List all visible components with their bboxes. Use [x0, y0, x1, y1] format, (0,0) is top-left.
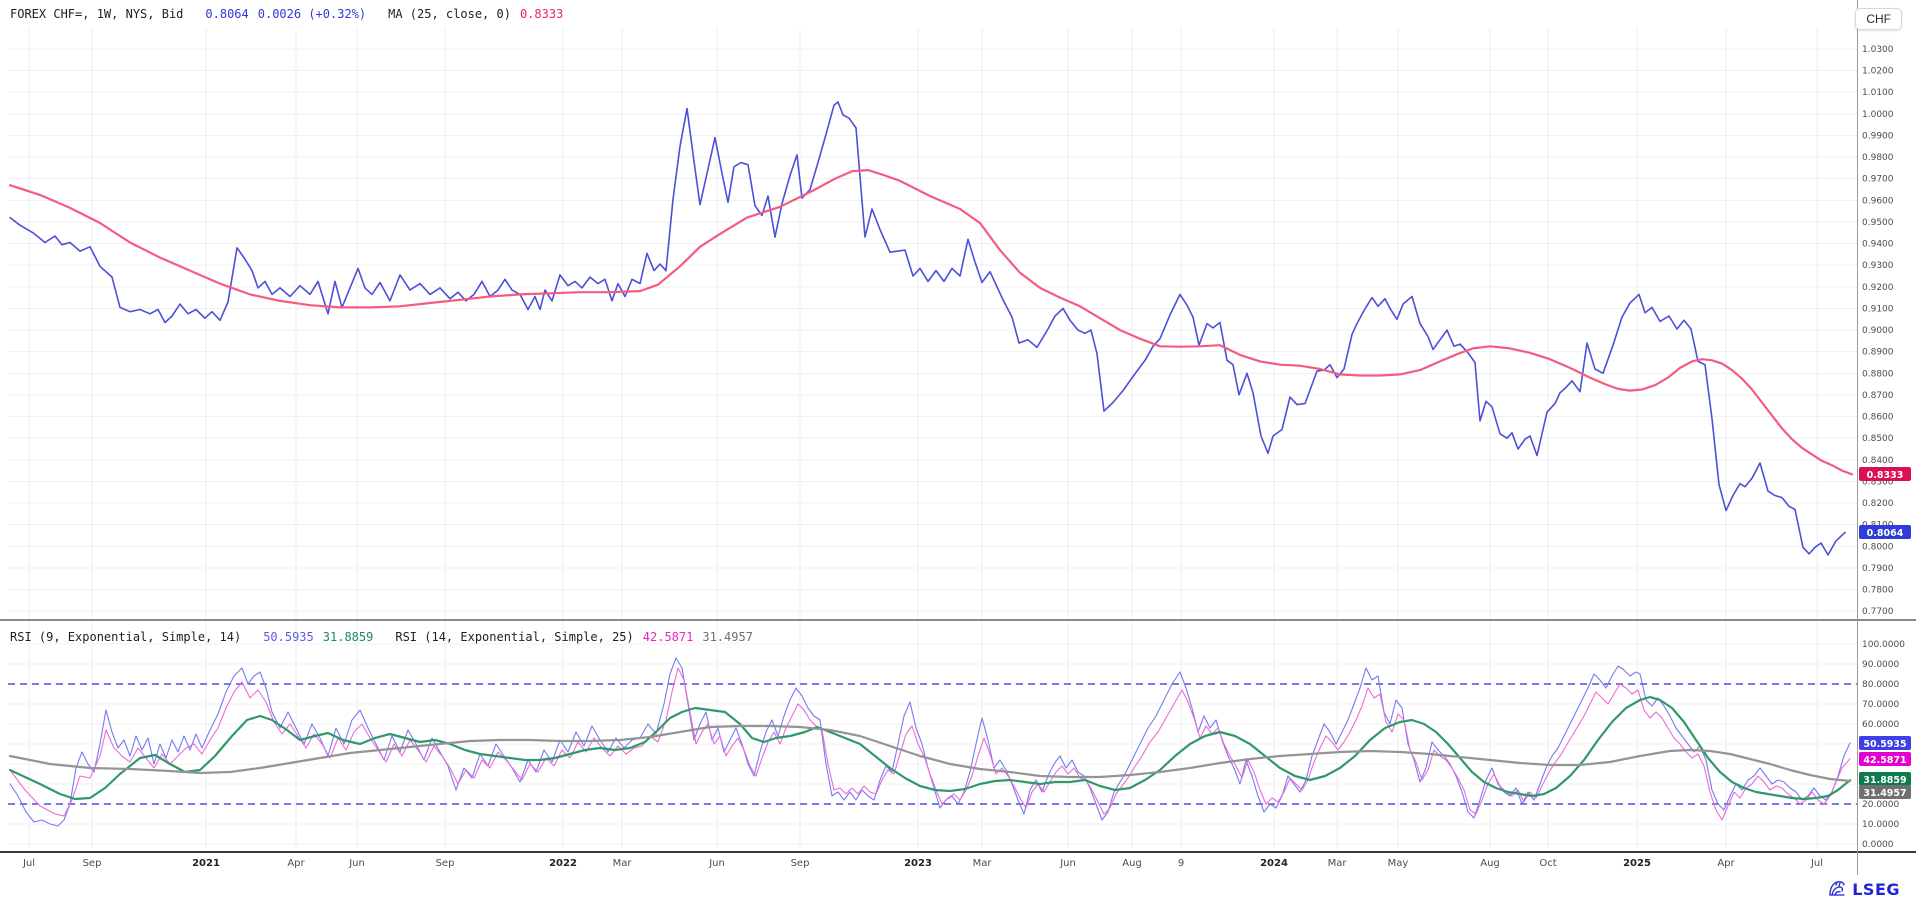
- time-axis-label: May: [1388, 858, 1409, 869]
- price-axis-label: 0.8800: [1862, 369, 1894, 379]
- currency-button[interactable]: CHF: [1855, 8, 1902, 30]
- price-axis-label: 0.8700: [1862, 391, 1894, 401]
- lseg-emblem-icon: [1829, 881, 1845, 896]
- price-axis-label: 0.9500: [1862, 218, 1894, 228]
- rsi-axis-label: 90.0000: [1862, 660, 1899, 670]
- time-axis-label: 2023: [904, 858, 932, 869]
- lseg-wordmark: LSEG: [1852, 879, 1900, 899]
- rsi1-signal-badge: [1859, 772, 1911, 786]
- rsi-axis-label: 20.0000: [1862, 800, 1899, 810]
- ma-badge: [1859, 467, 1911, 481]
- rsi-axis-label: 70.0000: [1862, 700, 1899, 710]
- time-axis-label: Mar: [613, 858, 633, 869]
- price-axis-label: 0.7800: [1862, 586, 1894, 596]
- rsi2-signal-value: 31.4957: [702, 630, 753, 644]
- rsi9_signal-line: [8, 695, 1852, 801]
- time-axis-label: Mar: [1328, 858, 1348, 869]
- price-axis-label: 1.0000: [1862, 110, 1894, 120]
- price-axis-label: 0.9000: [1862, 326, 1894, 336]
- price-axis-label: 0.8400: [1862, 456, 1894, 466]
- rsi1-value: 50.5935: [263, 630, 314, 644]
- rsi-axis-label: 0.0000: [1862, 840, 1894, 850]
- price-axis-label: 0.9800: [1862, 153, 1894, 163]
- price-axis-label: 0.9100: [1862, 304, 1894, 314]
- rsi14-line: [9, 667, 1851, 821]
- price-axis-label: 0.8900: [1862, 348, 1894, 358]
- time-axis-label: Jun: [348, 858, 365, 869]
- last-price-badge-text: 0.8064: [1867, 528, 1904, 539]
- instrument-title: FOREX CHF=, 1W, NYS, Bid: [10, 7, 184, 21]
- rsi-axis-label: 60.0000: [1862, 720, 1899, 730]
- price-axis-label: 1.0100: [1862, 88, 1894, 98]
- time-axis-label: Jun: [1059, 858, 1076, 869]
- price-axis-label: 0.8000: [1862, 542, 1894, 552]
- price-axis-label: 0.7700: [1862, 607, 1894, 617]
- rsi2-badge-text: 42.5871: [1863, 755, 1906, 766]
- ma25-line: [8, 169, 1854, 476]
- rsi14_signal-line: [8, 724, 1852, 783]
- time-axis-label: Sep: [791, 858, 810, 869]
- rsi-axis-label: 80.0000: [1862, 680, 1899, 690]
- time-axis-label: Aug: [1122, 858, 1142, 869]
- time-axis-label: 2024: [1260, 858, 1288, 869]
- rsi2-signal-badge-text: 31.4957: [1863, 788, 1906, 799]
- price-axis-label: 0.8200: [1862, 499, 1894, 509]
- rsi9-line: [9, 657, 1851, 827]
- rsi1-signal-value: 31.8859: [322, 630, 374, 644]
- time-axis-label: Sep: [436, 858, 455, 869]
- main-legend[interactable]: FOREX CHF=, 1W, NYS, Bid 0.8064 0.0026 (+0…: [10, 7, 572, 21]
- time-axis-label: Mar: [973, 858, 993, 869]
- rsi2-badge: [1859, 752, 1911, 766]
- price-axis-label: 0.8300: [1862, 477, 1894, 487]
- price-change: 0.0026 (+0.32%): [257, 7, 367, 21]
- rsi2-value: 42.5871: [642, 630, 694, 644]
- rsi1-badge-text: 50.5935: [1863, 739, 1906, 750]
- time-axis-label: Aug: [1480, 858, 1500, 869]
- price-axis-label: 1.0200: [1862, 67, 1894, 77]
- time-axis-label: 2021: [192, 858, 220, 869]
- rsi-axis-label: 10.0000: [1862, 820, 1899, 830]
- rsi-axis-label: 100.0000: [1862, 640, 1905, 650]
- time-axis-label: Apr: [287, 858, 305, 869]
- price-axis-label: 0.8600: [1862, 413, 1894, 423]
- price-axis-label: 0.9200: [1862, 283, 1894, 293]
- last-price: 0.8064: [205, 7, 249, 21]
- ma-badge-text: 0.8333: [1867, 470, 1904, 481]
- price-axis-label: 0.9900: [1862, 131, 1894, 141]
- rsi2-signal-badge: [1859, 785, 1911, 799]
- rsi2-label[interactable]: RSI (14, Exponential, Simple, 25): [395, 630, 634, 644]
- lseg-logo: LSEG: [1827, 879, 1900, 899]
- time-axis-label: Jun: [708, 858, 725, 869]
- time-axis-label: 2025: [1623, 858, 1651, 869]
- time-axis-label: Oct: [1539, 858, 1556, 869]
- price-axis-label: 0.9300: [1862, 261, 1894, 271]
- ma-value: 0.8333: [519, 7, 564, 21]
- rsi1-badge: [1859, 736, 1911, 750]
- price-line: [9, 101, 1846, 556]
- ma-label[interactable]: MA (25, close, 0): [388, 7, 511, 21]
- rsi1-signal-badge-text: 31.8859: [1863, 775, 1906, 786]
- price-axis-label: 0.9400: [1862, 240, 1894, 250]
- price-axis-label: 0.9600: [1862, 196, 1894, 206]
- time-axis-label: Apr: [1717, 858, 1735, 869]
- time-axis-label: Sep: [83, 858, 102, 869]
- time-axis-label: 9: [1178, 858, 1184, 869]
- rsi1-label[interactable]: RSI (9, Exponential, Simple, 14): [10, 630, 242, 644]
- last-price-badge: [1859, 525, 1911, 539]
- price-axis-label: 0.8500: [1862, 434, 1894, 444]
- time-axis-label: Jul: [22, 858, 35, 869]
- price-axis-label: 0.7900: [1862, 564, 1894, 574]
- price-axis-label: 0.9700: [1862, 175, 1894, 185]
- time-axis-label: Jul: [1810, 858, 1823, 869]
- price-axis-label: 1.0300: [1862, 45, 1894, 55]
- rsi-legend[interactable]: RSI (9, Exponential, Simple, 14) 50.5935 3…: [10, 630, 762, 644]
- time-axis-label: 2022: [549, 858, 577, 869]
